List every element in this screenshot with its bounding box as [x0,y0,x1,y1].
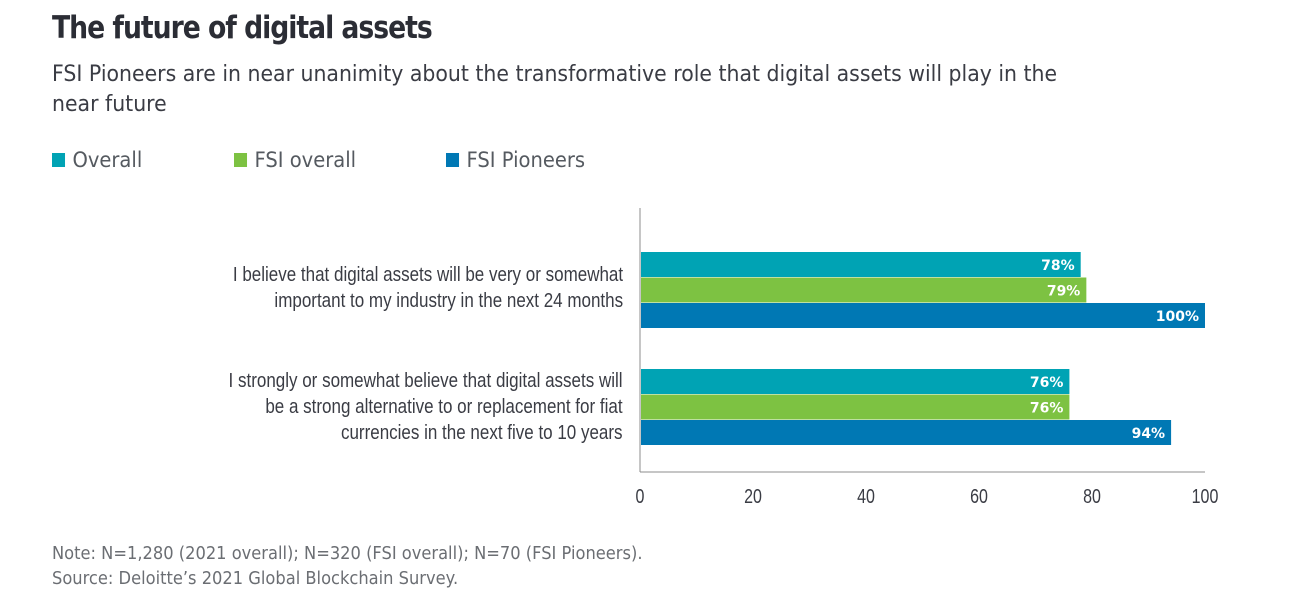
data-label-overall-category-1: 78% [1041,258,1075,274]
footnote: Note: N=1,280 (2021 overall); N=320 (FSI… [52,542,643,592]
chart-subtitle: FSI Pioneers are in near unanimity about… [52,62,1058,117]
bar-fsi-overall-category-1 [641,277,1087,303]
bar-overall-category-1 [641,252,1081,277]
legend-item-fsi-overall: FSI overall [234,148,356,172]
category-label-2: I strongly or somewhat believe that digi… [229,368,623,446]
legend-label-fsi-pioneers: FSI Pioneers [466,148,586,172]
data-label-fsi-pioneers-category-2: 94% [1132,426,1166,442]
chart-title: The future of digital assets [52,10,433,46]
legend-swatch-overall [52,153,66,167]
bar-fsi-overall-category-2 [641,394,1070,420]
x-tick-label-60: 60 [970,485,988,507]
x-tick-label-40: 40 [857,485,875,507]
legend-label-fsi-overall: FSI overall [254,148,357,172]
x-tick-label-0: 0 [636,485,645,507]
x-tick-label-80: 80 [1083,485,1101,507]
legend-item-fsi-pioneers: FSI Pioneers [446,148,585,172]
category-label-1-line-2: important to my industry in the next 24 … [274,290,623,312]
category-label-1: I believe that digital assets will be ve… [233,262,623,314]
category-label-2-line-3: currencies in the next five to 10 years [341,422,623,444]
legend-swatch-fsi-pioneers [446,153,460,167]
category-label-1-line-1: I believe that digital assets will be ve… [232,264,623,286]
x-tick-label-20: 20 [744,485,762,507]
data-label-fsi-pioneers-category-1: 100% [1156,309,1199,325]
bar-fsi-pioneers-category-2 [641,420,1172,445]
data-label-fsi-overall-category-1: 79% [1047,284,1081,300]
data-label-fsi-overall-category-2: 76% [1030,401,1064,417]
data-label-overall-category-2: 76% [1030,375,1064,391]
legend-swatch-fsi-overall [234,153,248,167]
legend-label-overall: Overall [72,148,143,172]
legend-item-overall: Overall [52,148,142,172]
bar-fsi-pioneers-category-1 [641,303,1205,328]
category-label-2-line-1: I strongly or somewhat believe that digi… [228,370,623,392]
note-text: Note: N=1,280 (2021 overall); N=320 (FSI… [52,544,643,564]
bar-overall-category-2 [641,369,1070,394]
category-label-2-line-2: be a strong alternative to or replacemen… [265,396,623,418]
x-tick-label-100: 100 [1192,485,1219,507]
source-text: Source: Deloitte’s 2021 Global Blockchai… [52,569,459,589]
